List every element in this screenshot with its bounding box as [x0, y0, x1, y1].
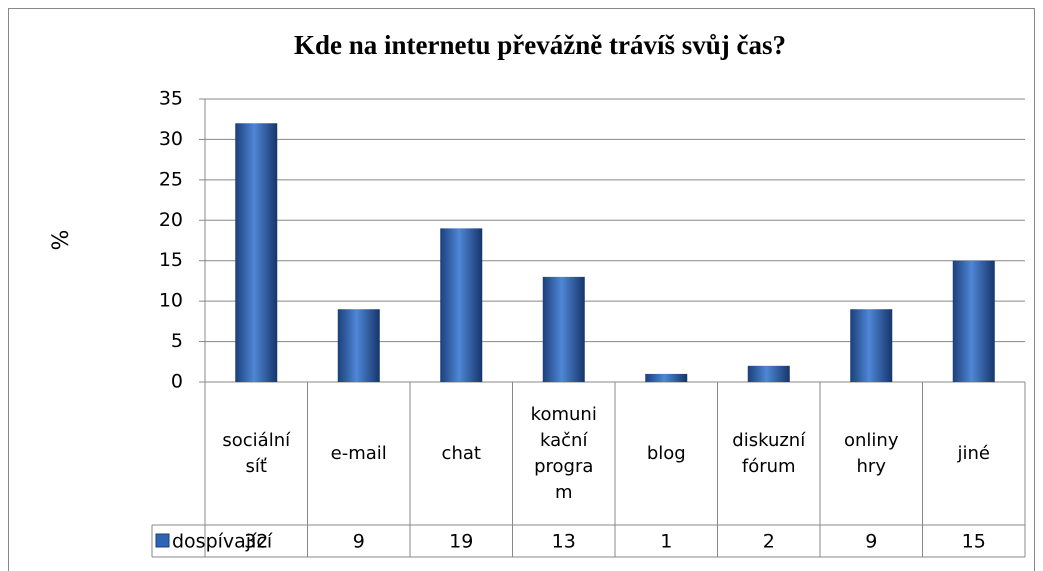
y-axis-label: %: [49, 230, 74, 251]
bar: [645, 373, 688, 382]
category-label: chat: [441, 443, 481, 464]
y-tick-label: 0: [171, 371, 183, 393]
y-tick-label: 20: [159, 209, 183, 231]
value-label: 19: [449, 531, 473, 553]
value-label: 15: [962, 531, 986, 553]
value-label: 9: [865, 531, 877, 553]
bar: [952, 260, 995, 382]
category-label: blog: [646, 443, 686, 464]
value-label: 2: [763, 531, 775, 553]
bar: [850, 309, 893, 382]
bar: [542, 276, 585, 382]
y-tick-label: 5: [171, 330, 183, 352]
legend-key: [155, 533, 170, 548]
y-tick-label: 15: [159, 249, 183, 271]
bar: [747, 365, 790, 382]
chart-title: Kde na internetu převážně trávíš svůj ča…: [294, 30, 786, 60]
bar: [440, 228, 483, 382]
category-label: komunikační program: [530, 404, 597, 503]
category-label: onliny hry: [844, 430, 899, 477]
category-label: jiné: [957, 443, 990, 464]
y-tick-label: 30: [159, 128, 183, 150]
y-tick-label: 25: [159, 168, 183, 190]
value-label: 1: [660, 531, 672, 553]
category-label: sociální síť: [222, 430, 291, 477]
category-label: e-mail: [330, 443, 387, 464]
y-tick-label: 35: [159, 88, 183, 110]
value-label: 9: [353, 531, 365, 553]
category-label: diskuzní fórum: [732, 430, 806, 477]
value-label: 32: [244, 531, 268, 553]
chart-border: [8, 8, 1035, 571]
bar: [337, 309, 380, 382]
legend-label: dospívající: [172, 531, 273, 553]
y-tick-label: 10: [159, 290, 183, 312]
value-label: 13: [552, 531, 576, 553]
bar: [235, 123, 278, 382]
